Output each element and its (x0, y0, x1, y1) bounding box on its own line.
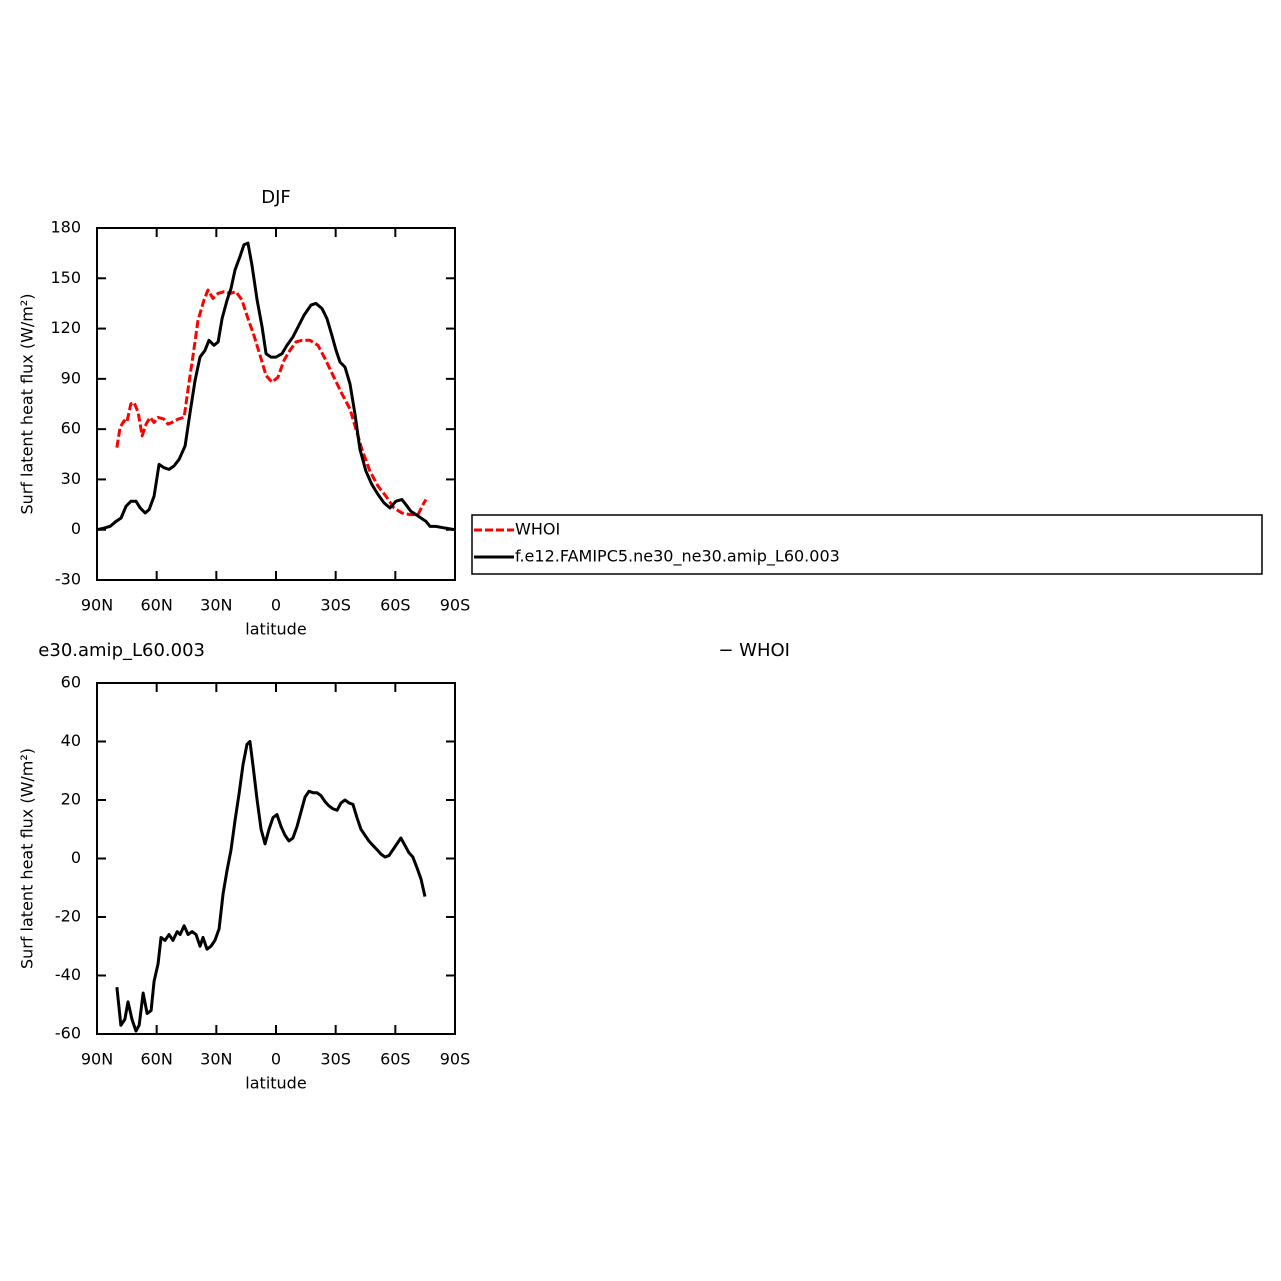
x-tick-label: 60S (380, 1050, 411, 1069)
y-tick-label: 0 (71, 519, 81, 538)
y-tick-label: -40 (55, 965, 81, 984)
x-tick-label: 90N (81, 1050, 113, 1069)
y-tick-label: 90 (61, 368, 81, 387)
x-tick-label: 90S (440, 1050, 471, 1069)
right-title: − WHOI (718, 640, 790, 661)
x-tick-label: 30N (200, 1050, 232, 1069)
x-tick-label: 60N (141, 596, 173, 615)
line-series (115, 740, 427, 1033)
line-series (96, 241, 456, 532)
legend-box (471, 514, 1263, 575)
y-tick-label: 60 (61, 673, 81, 692)
left-title: e30.amip_L60.003 (38, 640, 205, 661)
y-tick-label: 60 (61, 419, 81, 438)
y-tick-label: 30 (61, 469, 81, 488)
x-tick-label: 90N (81, 596, 113, 615)
x-tick-label: 0 (271, 1050, 281, 1069)
chart-title: DJF (261, 187, 291, 208)
x-tick-label: 60S (380, 596, 411, 615)
y-axis-label: Surf latent heat flux (W/m²) (18, 293, 37, 514)
y-tick-label: 150 (50, 268, 81, 287)
x-tick-label: 30N (200, 596, 232, 615)
y-tick-label: 0 (71, 848, 81, 867)
y-tick-label: 40 (61, 731, 81, 750)
line-series (115, 288, 428, 517)
y-tick-label: 20 (61, 790, 81, 809)
legend-label: f.e12.FAMIPC5.ne30_ne30.amip_L60.003 (515, 547, 840, 567)
x-tick-label: 30S (320, 1050, 351, 1069)
y-tick-label: -60 (55, 1024, 81, 1043)
plot-frame (96, 227, 456, 581)
x-axis-label: latitude (245, 1074, 306, 1093)
y-axis-label: Surf latent heat flux (W/m²) (18, 748, 37, 969)
x-tick-label: 60N (141, 1050, 173, 1069)
x-tick-label: 90S (440, 596, 471, 615)
x-axis-label: latitude (245, 620, 306, 639)
plot-frame (96, 682, 456, 1035)
y-tick-label: 180 (50, 218, 81, 237)
x-tick-label: 0 (271, 596, 281, 615)
y-tick-label: 120 (50, 318, 81, 337)
y-tick-label: -30 (55, 570, 81, 589)
y-tick-label: -20 (55, 907, 81, 926)
legend-label: WHOI (515, 520, 560, 539)
x-tick-label: 30S (320, 596, 351, 615)
